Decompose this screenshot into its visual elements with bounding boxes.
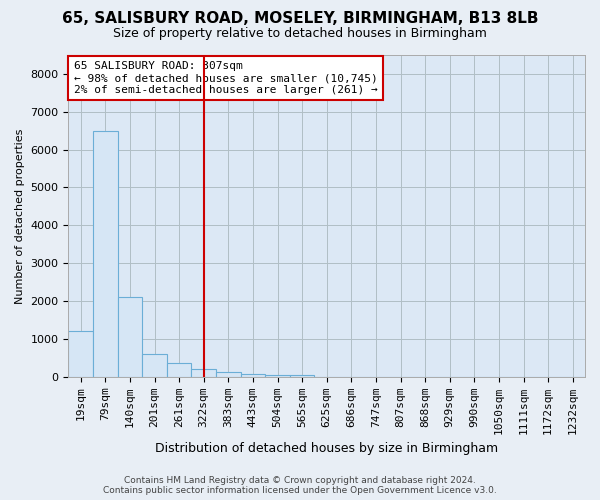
- Bar: [265, 375, 290, 376]
- Bar: [167, 364, 191, 376]
- Y-axis label: Number of detached properties: Number of detached properties: [15, 128, 25, 304]
- Bar: [68, 332, 93, 376]
- Bar: [191, 369, 216, 376]
- Bar: [216, 372, 241, 376]
- Bar: [241, 374, 265, 376]
- Text: Size of property relative to detached houses in Birmingham: Size of property relative to detached ho…: [113, 28, 487, 40]
- Text: 65 SALISBURY ROAD: 307sqm
← 98% of detached houses are smaller (10,745)
2% of se: 65 SALISBURY ROAD: 307sqm ← 98% of detac…: [74, 62, 377, 94]
- Bar: [118, 297, 142, 376]
- X-axis label: Distribution of detached houses by size in Birmingham: Distribution of detached houses by size …: [155, 442, 498, 455]
- Bar: [93, 130, 118, 376]
- Text: 65, SALISBURY ROAD, MOSELEY, BIRMINGHAM, B13 8LB: 65, SALISBURY ROAD, MOSELEY, BIRMINGHAM,…: [62, 11, 538, 26]
- Text: Contains HM Land Registry data © Crown copyright and database right 2024.
Contai: Contains HM Land Registry data © Crown c…: [103, 476, 497, 495]
- Bar: [142, 354, 167, 376]
